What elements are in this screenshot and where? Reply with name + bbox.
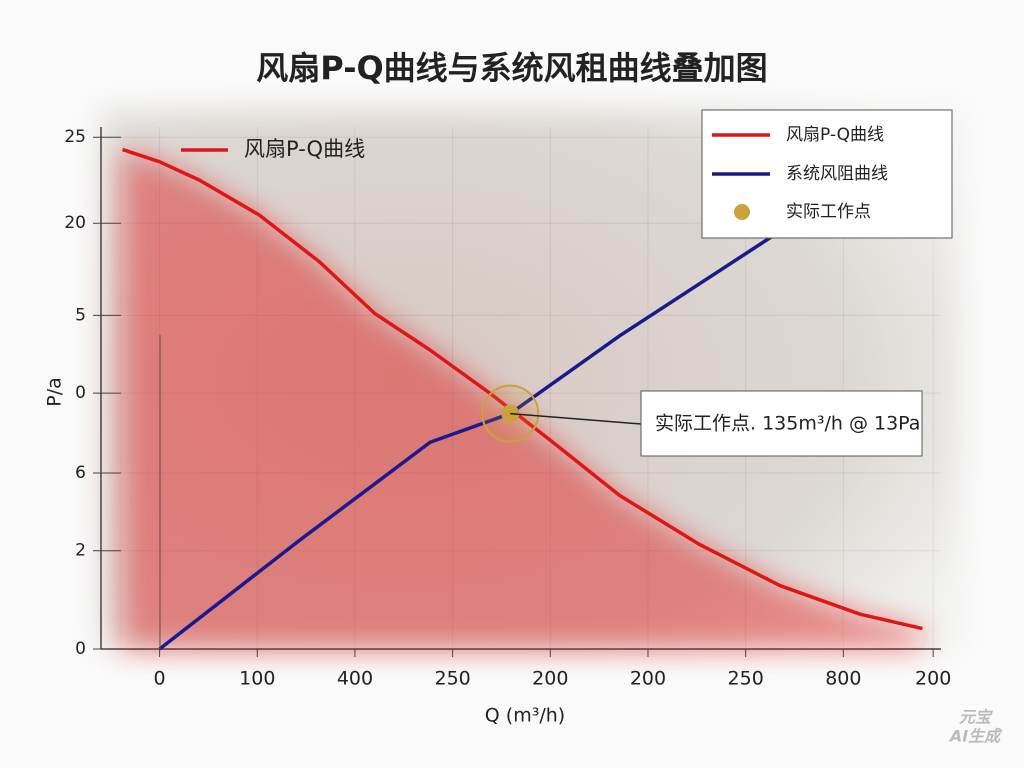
legend-label: 系统风阻曲线 [786, 164, 888, 184]
y-tick-label: 2 [75, 541, 86, 561]
legend-label: 风扇P-Q曲线 [786, 125, 884, 145]
line [121, 147, 923, 631]
y-tick-label: 6 [75, 463, 86, 483]
legend-swatch [734, 204, 750, 220]
x-tick-label: 200 [630, 668, 666, 690]
x-tick-label: 800 [825, 668, 861, 690]
watermark: 元宝 [959, 708, 993, 727]
y-tick-label: 20 [64, 213, 86, 233]
x-tick-label: 200 [532, 668, 568, 690]
y-tick-label: 0 [75, 383, 86, 403]
annotation-box [640, 390, 923, 457]
y-tick-label: 0 [75, 639, 86, 659]
inner-legend-label: 风扇P-Q曲线 [244, 137, 365, 161]
y-tick-label: 5 [75, 305, 86, 325]
x-tick-label: 200 [915, 668, 951, 690]
annotation-text: 实际工作点. 135m³/h @ 13Pa [655, 413, 920, 435]
watermark: AI生成 [948, 727, 1003, 746]
legend-label: 实际工作点 [786, 202, 871, 222]
annotation-line [510, 412, 642, 425]
x-tick-label: 100 [239, 668, 275, 690]
x-tick-label: 400 [337, 668, 373, 690]
y-tick-label: 25 [64, 127, 86, 147]
x-tick-label: 250 [728, 668, 764, 690]
x-axis-label: Q (m³/h) [485, 705, 565, 727]
chart-title: 风扇P-Q曲线与系统风租曲线叠加图 [256, 49, 767, 87]
y-axis-label: P/a [44, 377, 66, 407]
x-tick-label: 0 [154, 668, 166, 690]
x-tick-label: 250 [434, 668, 470, 690]
